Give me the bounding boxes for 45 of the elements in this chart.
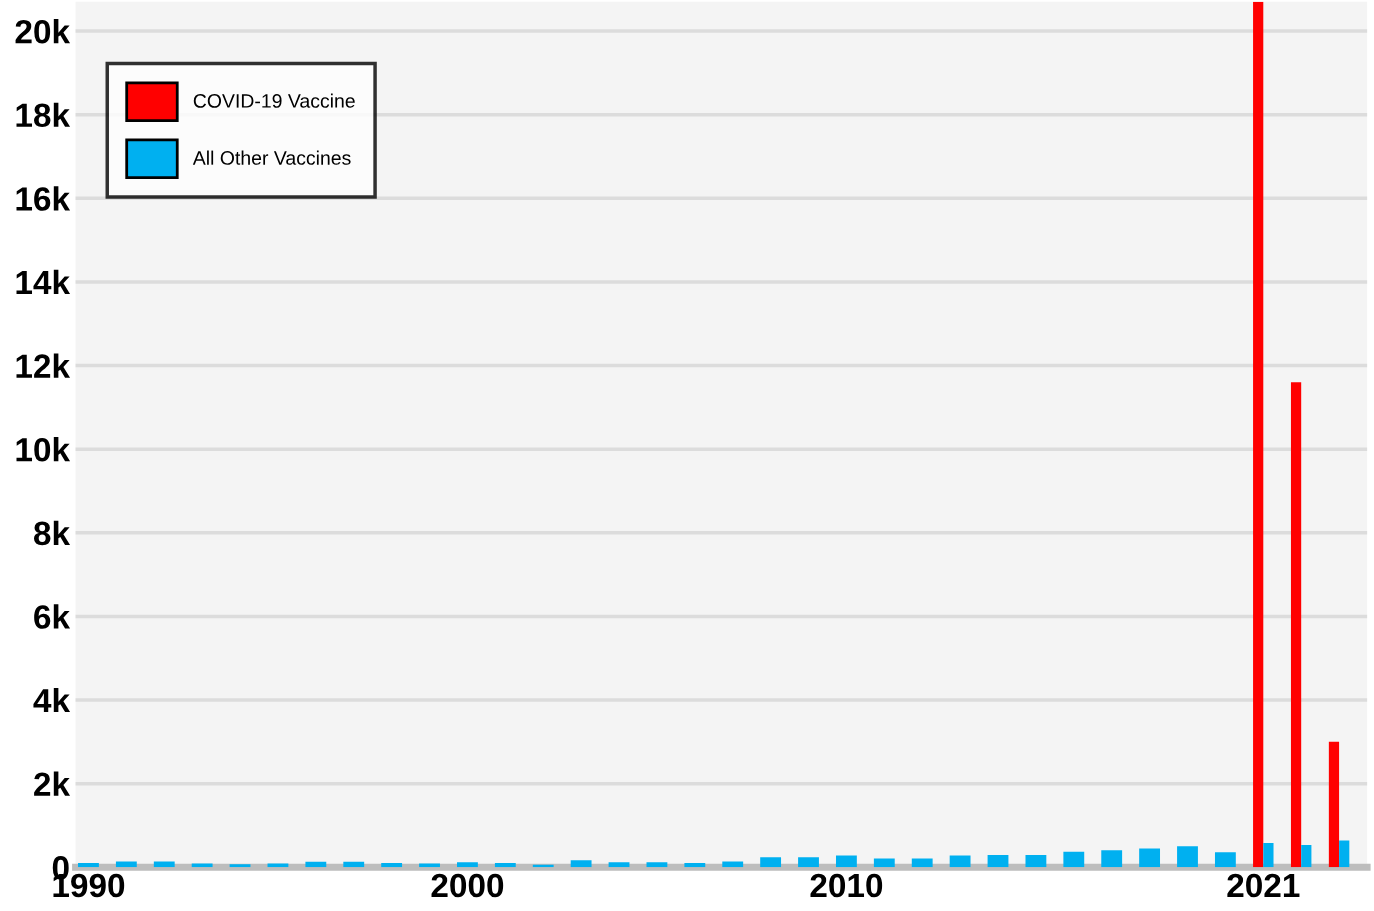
bar xyxy=(1253,1,1264,868)
bar xyxy=(343,861,365,868)
y-tick-label: 8k xyxy=(34,520,71,546)
bar xyxy=(457,862,478,868)
bar xyxy=(1025,854,1047,868)
y-tick-label: 4k xyxy=(33,687,71,713)
bar xyxy=(1101,850,1123,868)
x-tick-label: 2000 xyxy=(431,873,504,898)
y-tick-label: 10k xyxy=(16,437,71,462)
y-tick-label: 12k xyxy=(16,353,71,378)
bar xyxy=(835,855,857,868)
y-tick-label: 14k xyxy=(16,269,71,295)
bar xyxy=(570,860,592,868)
y-tick-label: 2k xyxy=(34,771,71,796)
bar xyxy=(608,862,630,868)
bar xyxy=(760,857,782,868)
y-tick-label: 16k xyxy=(16,186,71,211)
bar xyxy=(987,854,1009,868)
bar xyxy=(1328,741,1340,868)
bar xyxy=(646,862,668,868)
bar xyxy=(1214,852,1236,868)
x-tick-label: 2021 xyxy=(1227,873,1300,898)
x-tick-label: 2010 xyxy=(810,873,883,898)
legend-label: COVID-19 Vaccine xyxy=(193,93,355,108)
bar xyxy=(78,863,99,868)
bar xyxy=(798,857,819,868)
bar xyxy=(1063,851,1085,868)
bar xyxy=(229,864,251,868)
bar xyxy=(381,863,403,868)
bar xyxy=(949,855,971,868)
bar xyxy=(684,863,706,868)
y-tick-label: 6k xyxy=(34,604,71,629)
bar xyxy=(305,861,327,868)
y-tick-label: 20k xyxy=(15,19,71,44)
bar xyxy=(722,861,744,868)
y-tick-label: 18k xyxy=(16,102,71,128)
bar xyxy=(1139,848,1161,868)
bar xyxy=(911,858,933,868)
bar xyxy=(153,861,175,868)
legend-label: All Other Vaccines xyxy=(192,150,351,165)
bar xyxy=(1177,846,1198,868)
bar xyxy=(873,858,895,868)
bar xyxy=(115,861,137,868)
bar xyxy=(494,863,516,868)
bar xyxy=(1290,382,1302,868)
